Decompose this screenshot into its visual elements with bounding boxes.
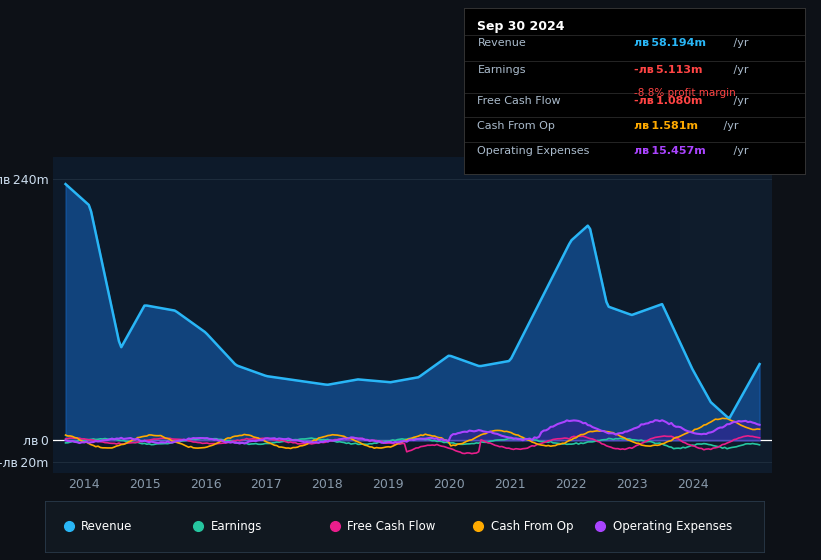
Text: /yr: /yr — [730, 146, 748, 156]
Text: -8.8% profit margin: -8.8% profit margin — [635, 88, 736, 97]
Text: Cash From Op: Cash From Op — [491, 520, 573, 533]
Bar — [681, 157, 772, 473]
Text: Earnings: Earnings — [478, 64, 526, 74]
Text: лв 15.457m: лв 15.457m — [635, 146, 706, 156]
Text: Free Cash Flow: Free Cash Flow — [478, 96, 561, 106]
Text: Cash From Op: Cash From Op — [478, 121, 555, 130]
Text: -лв 1.080m: -лв 1.080m — [635, 96, 703, 106]
Text: /yr: /yr — [730, 64, 748, 74]
Text: Operating Expenses: Operating Expenses — [612, 520, 732, 533]
Text: /yr: /yr — [730, 38, 748, 48]
Text: Revenue: Revenue — [81, 520, 132, 533]
Text: /yr: /yr — [720, 121, 739, 130]
Text: /yr: /yr — [730, 96, 748, 106]
Text: Earnings: Earnings — [210, 520, 262, 533]
Text: Revenue: Revenue — [478, 38, 526, 48]
Text: Free Cash Flow: Free Cash Flow — [347, 520, 435, 533]
Text: лв 1.581m: лв 1.581m — [635, 121, 698, 130]
Text: Operating Expenses: Operating Expenses — [478, 146, 589, 156]
Text: лв 58.194m: лв 58.194m — [635, 38, 706, 48]
Text: -лв 5.113m: -лв 5.113m — [635, 64, 703, 74]
Text: Sep 30 2024: Sep 30 2024 — [478, 20, 565, 33]
